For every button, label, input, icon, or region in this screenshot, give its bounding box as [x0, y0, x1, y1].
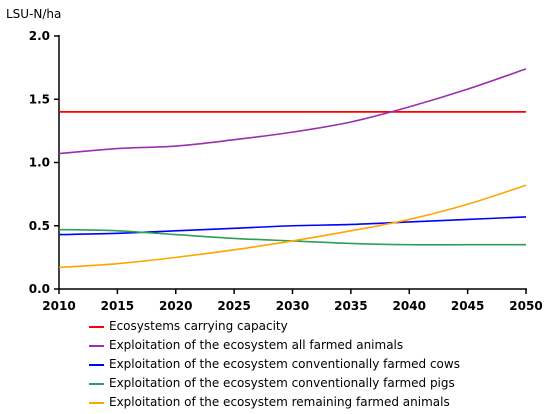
series-line-4: [58, 184, 527, 269]
y-tick-label: 1.0: [29, 156, 50, 170]
legend-item: Ecosystems carrying capacity: [84, 317, 544, 336]
x-tick-label: 2045: [451, 299, 484, 313]
x-tick-label: 2040: [393, 299, 426, 313]
y-tick-label: 1.5: [29, 92, 50, 106]
series-line-3: [58, 228, 526, 246]
legend-label: Exploitation of the ecosystem all farmed…: [109, 338, 404, 352]
x-tick-label: 2050: [509, 299, 542, 313]
legend-item: Exploitation of the ecosystem convention…: [84, 355, 544, 374]
x-tick-label: 2020: [159, 299, 192, 313]
legend-item: Exploitation of the ecosystem remaining …: [84, 393, 544, 412]
series-layer: [58, 68, 527, 269]
legend-label: Exploitation of the ecosystem remaining …: [109, 395, 450, 409]
x-tick-label: 2035: [334, 299, 367, 313]
legend-label: Ecosystems carrying capacity: [109, 319, 288, 333]
x-tick-label: 2025: [217, 299, 250, 313]
legend-swatch: [89, 364, 104, 366]
y-tick-label: 2.0: [29, 29, 50, 43]
y-axis-label: LSU-N/ha: [6, 7, 61, 21]
legend-item: Exploitation of the ecosystem all farmed…: [84, 336, 544, 355]
legend-label: Exploitation of the ecosystem convention…: [109, 357, 460, 371]
legend-swatch: [89, 345, 104, 347]
y-tick-label: 0.0: [29, 282, 50, 296]
legend-swatch: [89, 326, 104, 328]
series-line-2: [58, 216, 527, 236]
legend: Ecosystems carrying capacity Exploitation…: [84, 317, 544, 412]
legend-swatch: [89, 383, 104, 385]
legend-label: Exploitation of the ecosystem convention…: [109, 376, 455, 390]
y-tick-label: 0.5: [29, 219, 50, 233]
axes: 0.0 0.5 1.0 1.5 2.0 2010 2015 2020 2025 2030 2035 2…: [29, 29, 543, 313]
legend-swatch: [89, 402, 104, 404]
x-tick-label: 2015: [101, 299, 134, 313]
x-tick-label: 2030: [276, 299, 309, 313]
series-line-1: [58, 68, 527, 155]
legend-item: Exploitation of the ecosystem convention…: [84, 374, 544, 393]
x-tick-label: 2010: [42, 299, 75, 313]
